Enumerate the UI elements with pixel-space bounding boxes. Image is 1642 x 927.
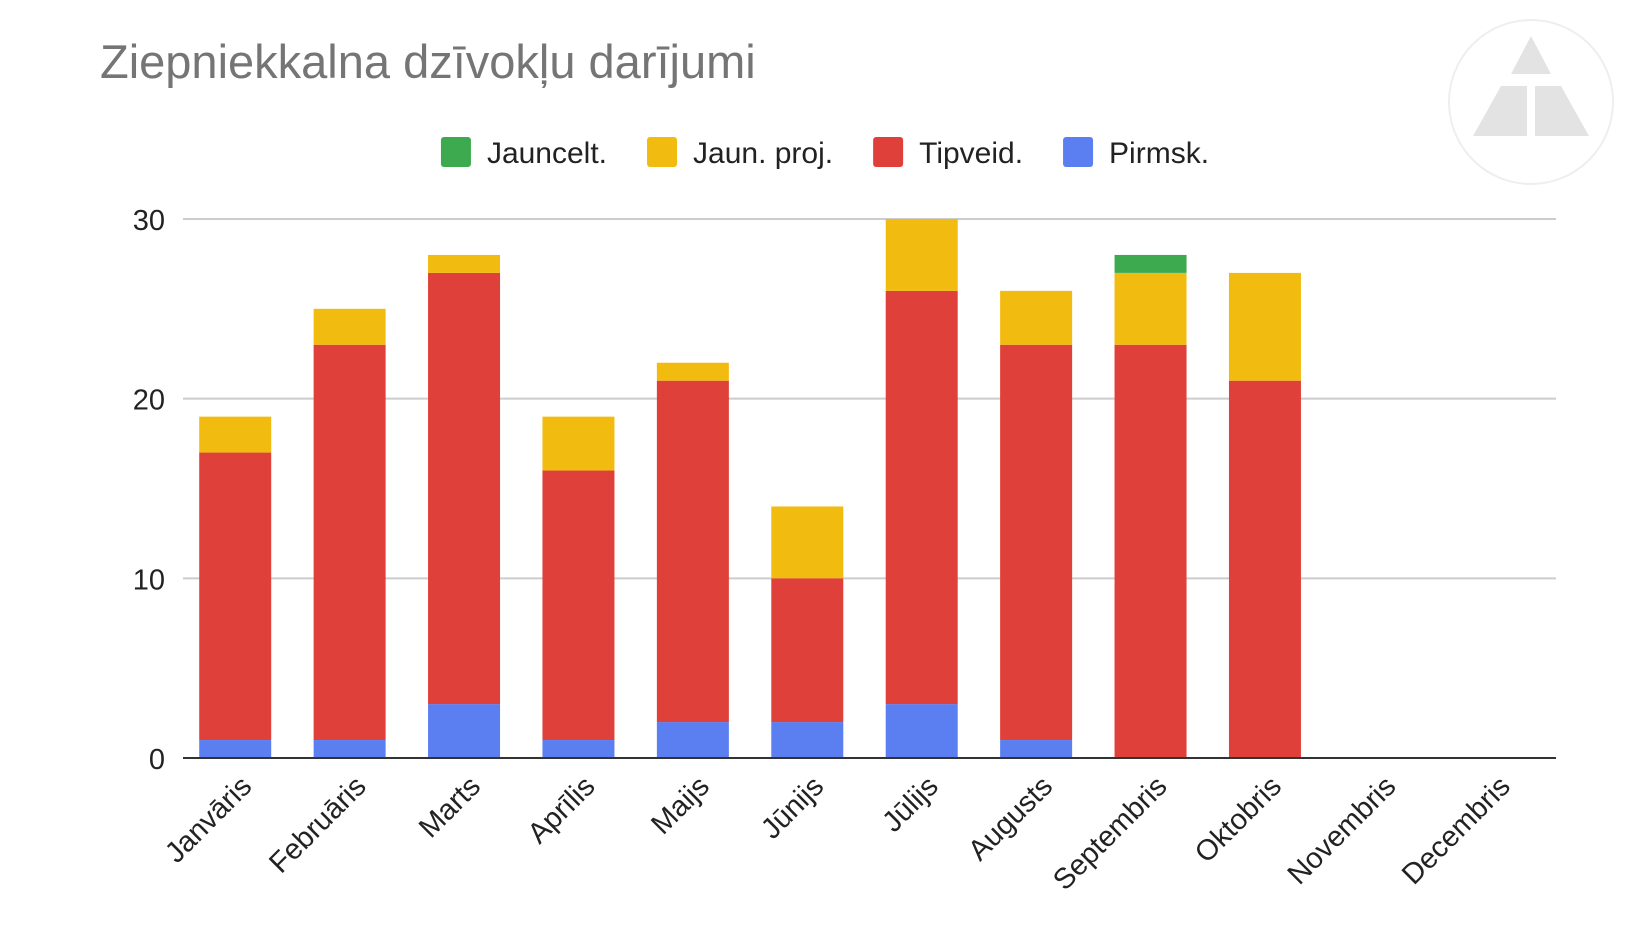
bar-segment [313, 740, 386, 758]
x-tick-label: Maijs [645, 770, 715, 840]
x-tick-label: Aprīlis [522, 770, 602, 850]
bar-segment [656, 362, 729, 381]
x-tick-label: Marts [413, 770, 487, 844]
legend-swatch [647, 137, 678, 167]
bar-segment [428, 254, 501, 273]
bar-segment [885, 290, 958, 705]
x-tick-label: Oktobris [1189, 770, 1288, 869]
chart-title: Ziepniekkalna dzīvokļu darījumi [100, 35, 756, 88]
legend-swatch [440, 137, 471, 167]
triangle-logo-icon [1448, 19, 1614, 185]
bar-segment [542, 740, 615, 758]
x-tick-label: Janvāris [159, 770, 258, 869]
bar-segment [428, 272, 501, 705]
bar-segment [771, 722, 844, 758]
legend-swatch [1063, 137, 1094, 167]
bar-segment [1114, 272, 1187, 345]
bar-segment [199, 452, 272, 741]
bar-segment [1114, 254, 1187, 273]
y-tick-label: 30 [133, 205, 165, 237]
legend-label: Jaun. proj. [693, 137, 833, 170]
bar-segment [1228, 380, 1301, 758]
legend-label: Pirmsk. [1109, 137, 1209, 170]
bar-segment [542, 470, 615, 741]
y-tick-label: 20 [133, 385, 165, 417]
x-tick-label: Jūnijs [755, 770, 830, 845]
legend-swatch [873, 137, 904, 167]
x-tick-label: Augusts [962, 770, 1059, 867]
bar-segment [885, 219, 958, 291]
y-tick-label: 10 [133, 564, 165, 596]
bar-segment [1000, 740, 1073, 758]
bar-segment [1000, 290, 1073, 345]
bar-segment [1000, 344, 1073, 741]
x-tick-label: Decembris [1396, 770, 1517, 891]
bar-segment [1228, 272, 1301, 381]
bar-segment [199, 740, 272, 758]
bar-segment [542, 416, 615, 471]
bar-segment [1114, 344, 1187, 758]
bar-segment [199, 416, 272, 453]
bar-segment [885, 704, 958, 758]
bar-segment [313, 344, 386, 741]
y-tick-label: 0 [149, 744, 165, 776]
bar-segment [313, 308, 386, 345]
bar-segment [771, 578, 844, 723]
legend-label: Jauncelt. [487, 137, 607, 170]
x-tick-label: Septembris [1047, 770, 1173, 896]
bar-segment [428, 704, 501, 758]
x-tick-label: Jūlijs [876, 770, 944, 838]
bar-segment [656, 722, 729, 758]
bar-segment [771, 506, 844, 579]
bar-segment [656, 380, 729, 723]
legend-label: Tipveid. [919, 137, 1023, 170]
x-tick-label: Februāris [263, 770, 372, 879]
x-tick-label: Novembris [1282, 770, 1403, 891]
